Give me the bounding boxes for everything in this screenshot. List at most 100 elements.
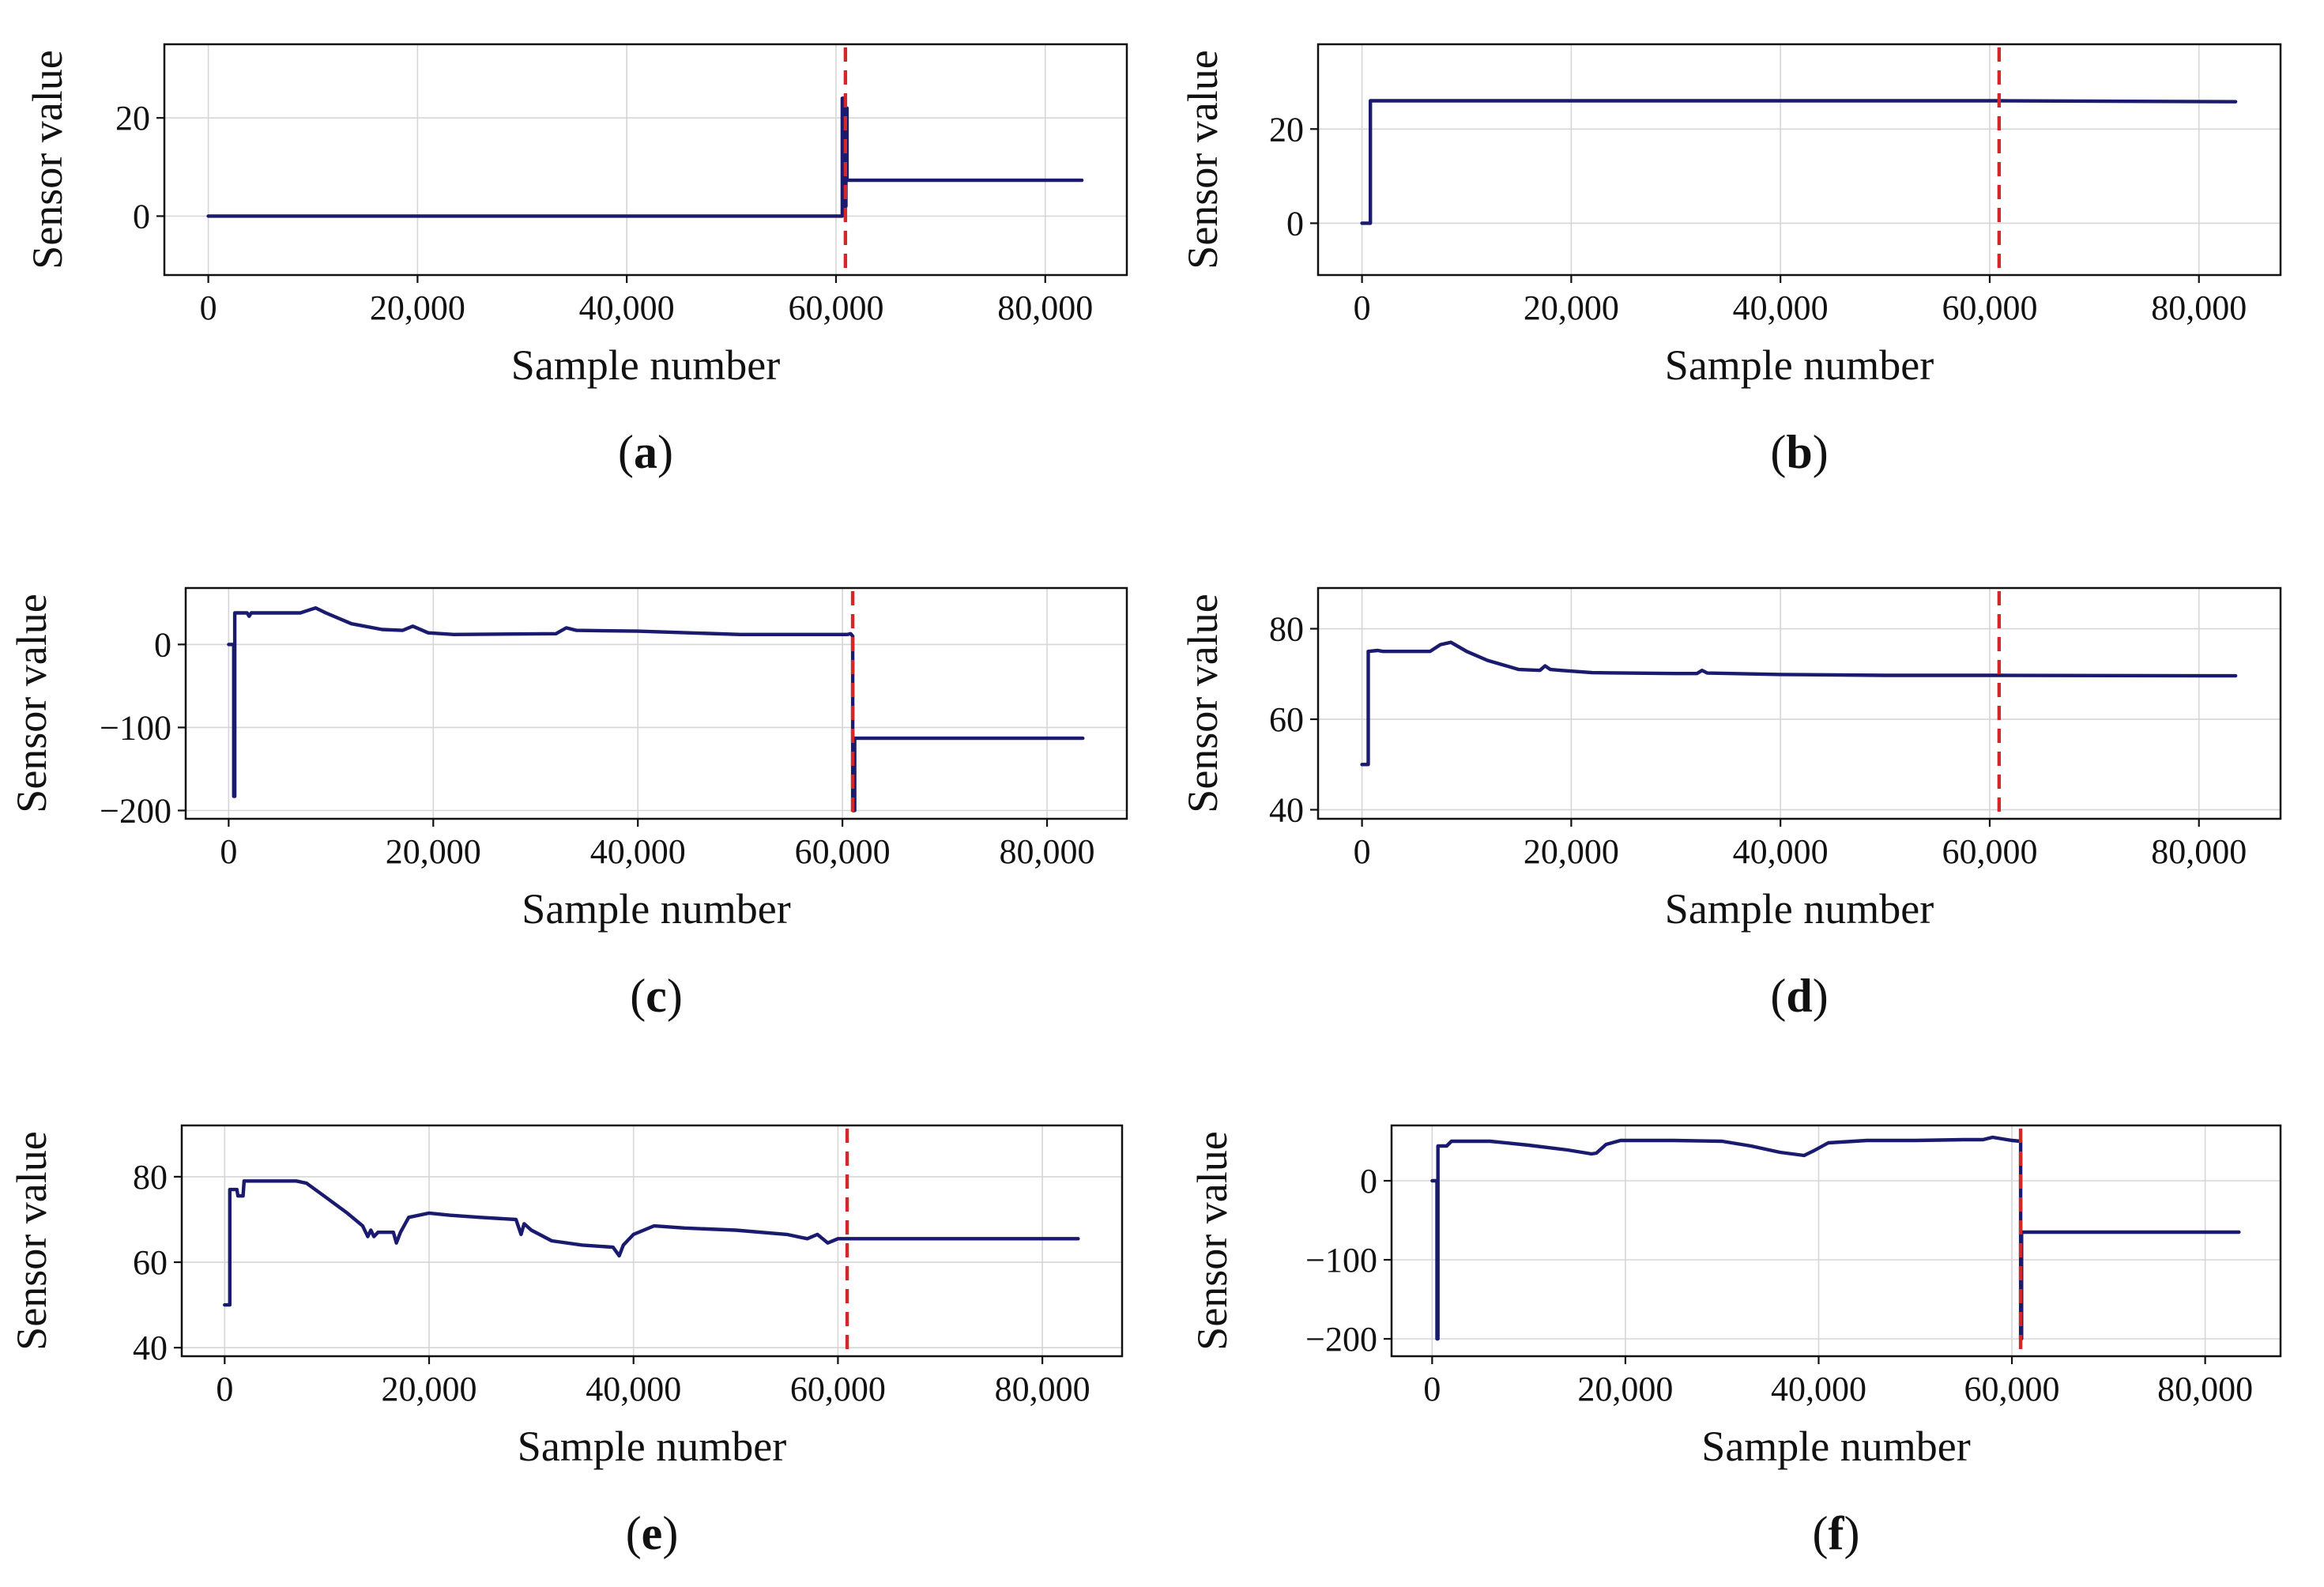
x-tick-label: 60,000 <box>788 288 883 327</box>
caption-letter: f <box>1829 1507 1845 1559</box>
x-tick-label: 80,000 <box>997 288 1093 327</box>
panel-caption: (c) <box>630 970 683 1022</box>
y-tick-label: 0 <box>1286 204 1304 243</box>
y-tick-label: −100 <box>100 708 171 747</box>
chart-panel-b: 0 20,000 40,000 60,000 80,000 0 20 Sample numbe… <box>1179 43 2282 478</box>
x-axis-label: Sample number <box>522 885 790 933</box>
series-line <box>1430 1135 2241 1341</box>
x-axis-label: Sample number <box>1665 885 1934 933</box>
caption-letter: b <box>1786 426 1812 478</box>
x-tick-label: 40,000 <box>1771 1370 1866 1408</box>
chart-panel-f: 0 20,000 40,000 60,000 80,000 −200 −100 0 Sample… <box>1188 1124 2282 1559</box>
panel-caption: (a) <box>618 426 673 478</box>
x-tick-label: 0 <box>220 832 237 871</box>
x-tick-label: 60,000 <box>1942 288 2037 327</box>
x-tick-label: 20,000 <box>370 288 465 327</box>
caption-letter: d <box>1786 970 1812 1022</box>
x-tick-label: 0 <box>1423 1370 1441 1408</box>
series-line <box>227 606 1085 812</box>
series-line <box>1360 640 2238 767</box>
x-axis-label: Sample number <box>511 341 780 389</box>
caption-close-paren: ) <box>657 426 673 478</box>
x-axis-label: Sample number <box>1665 341 1934 389</box>
plot-frame <box>1316 43 2282 277</box>
y-tick-label: 60 <box>1269 700 1304 739</box>
caption-open-paren: ( <box>1770 970 1786 1022</box>
x-tick-label: 20,000 <box>386 832 481 871</box>
x-tick-label: 20,000 <box>1524 832 1619 871</box>
y-tick-label: 80 <box>1269 610 1304 649</box>
panel-caption: (b) <box>1770 426 1828 478</box>
plot-frame <box>1316 586 2282 820</box>
y-axis-label: Sensor value <box>1188 1131 1236 1350</box>
x-tick-label: 0 <box>1354 832 1371 871</box>
y-tick-label: 80 <box>133 1158 168 1197</box>
caption-close-paren: ) <box>1844 1507 1859 1559</box>
x-tick-label: 80,000 <box>2151 288 2247 327</box>
caption-open-paren: ( <box>630 970 646 1022</box>
x-tick-label: 20,000 <box>1524 288 1619 327</box>
y-tick-label: −200 <box>1305 1320 1377 1359</box>
x-tick-label: 40,000 <box>586 1370 681 1408</box>
x-tick-label: 60,000 <box>1964 1370 2060 1408</box>
series-line <box>1360 99 2238 225</box>
plot-frame <box>180 1124 1124 1358</box>
plot-frame <box>184 586 1128 820</box>
caption-open-paren: ( <box>1813 1507 1829 1559</box>
x-tick-label: 40,000 <box>590 832 686 871</box>
y-axis-label: Sensor value <box>24 50 71 269</box>
caption-close-paren: ) <box>667 970 683 1022</box>
x-tick-label: 80,000 <box>2151 832 2247 871</box>
chart-panel-e: 0 20,000 40,000 60,000 80,000 40 60 80 Sample nu… <box>8 1124 1124 1559</box>
caption-letter: e <box>642 1507 663 1559</box>
x-tick-label: 80,000 <box>1000 832 1095 871</box>
y-axis-label: Sensor value <box>1179 594 1226 812</box>
x-tick-label: 60,000 <box>1942 832 2037 871</box>
panel-caption: (f) <box>1813 1507 1860 1559</box>
caption-open-paren: ( <box>618 426 634 478</box>
caption-close-paren: ) <box>1813 970 1829 1022</box>
y-axis-label: Sensor value <box>8 594 55 812</box>
caption-letter: c <box>646 970 667 1022</box>
caption-letter: a <box>634 426 657 478</box>
x-axis-label: Sample number <box>1701 1423 1970 1470</box>
y-tick-label: 0 <box>154 625 171 664</box>
x-axis-label: Sample number <box>518 1423 786 1470</box>
panel-caption: (d) <box>1770 970 1828 1022</box>
y-tick-label: 40 <box>133 1329 168 1367</box>
x-tick-label: 40,000 <box>1733 832 1829 871</box>
y-tick-label: −100 <box>1305 1241 1377 1280</box>
y-axis-label: Sensor value <box>8 1131 55 1350</box>
x-tick-label: 60,000 <box>790 1370 886 1408</box>
x-tick-label: 40,000 <box>579 288 675 327</box>
y-axis-label: Sensor value <box>1179 50 1226 269</box>
y-tick-label: 20 <box>1269 110 1304 149</box>
caption-close-paren: ) <box>1813 426 1829 478</box>
x-tick-label: 0 <box>216 1370 233 1408</box>
chart-panel-c: 0 20,000 40,000 60,000 80,000 −200 −100 0 Sample… <box>8 586 1128 1022</box>
x-tick-label: 0 <box>200 288 217 327</box>
x-tick-label: 20,000 <box>1577 1370 1673 1408</box>
x-tick-label: 20,000 <box>382 1370 477 1408</box>
y-tick-label: 0 <box>1360 1162 1377 1201</box>
panel-caption: (e) <box>626 1507 679 1559</box>
y-tick-label: 60 <box>133 1243 168 1282</box>
x-tick-label: 80,000 <box>2157 1370 2253 1408</box>
y-tick-label: 20 <box>115 99 150 138</box>
caption-close-paren: ) <box>662 1507 678 1559</box>
x-tick-label: 0 <box>1354 288 1371 327</box>
caption-open-paren: ( <box>1770 426 1786 478</box>
chart-panel-a: 0 20,000 40,000 60,000 80,000 0 20 Sample numbe… <box>24 43 1128 478</box>
x-tick-label: 40,000 <box>1733 288 1829 327</box>
x-tick-label: 80,000 <box>995 1370 1090 1408</box>
y-tick-label: 40 <box>1269 791 1304 830</box>
x-tick-label: 60,000 <box>795 832 891 871</box>
caption-open-paren: ( <box>626 1507 642 1559</box>
plot-frame <box>1390 1124 2282 1358</box>
chart-panel-d: 0 20,000 40,000 60,000 80,000 40 60 80 Sample nu… <box>1179 586 2282 1022</box>
plot-frame <box>163 43 1128 277</box>
y-tick-label: 0 <box>133 197 150 236</box>
y-tick-label: −200 <box>100 791 171 830</box>
